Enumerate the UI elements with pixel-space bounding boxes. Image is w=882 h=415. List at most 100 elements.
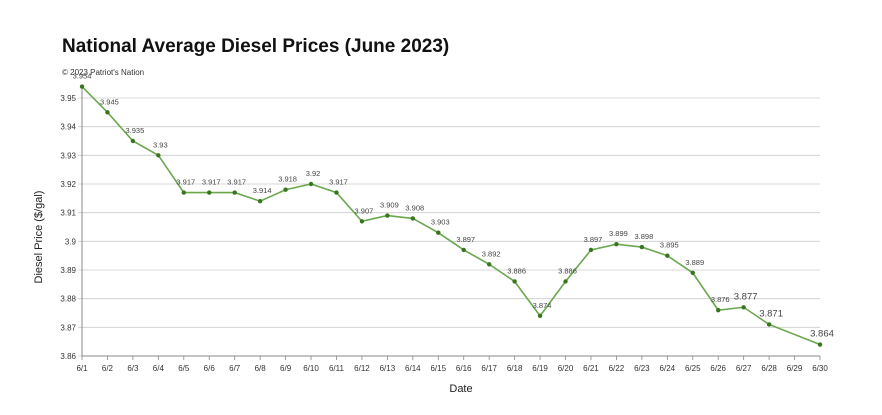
x-tick-label: 6/20: [558, 364, 574, 373]
x-tick-label: 6/27: [736, 364, 752, 373]
x-tick-label: 6/3: [127, 364, 139, 373]
x-tick-label: 6/5: [178, 364, 190, 373]
y-axis-title: Diesel Price ($/gal): [33, 191, 45, 284]
y-tick-label: 3.95: [60, 94, 76, 103]
data-label: 3.874: [533, 301, 552, 310]
gridlines: [78, 97, 820, 357]
x-tick-label: 6/15: [430, 364, 446, 373]
data-markers: [79, 84, 823, 347]
data-label: 3.886: [507, 266, 526, 275]
x-tick-label: 6/16: [456, 364, 472, 373]
data-label: 3.876: [711, 295, 730, 304]
x-tick-label: 6/8: [255, 364, 267, 373]
x-tick-label: 6/11: [329, 364, 345, 373]
x-tick-label: 6/1: [76, 364, 88, 373]
data-label: 3.897: [584, 235, 603, 244]
data-label: 3.917: [202, 178, 221, 187]
data-point: [690, 270, 695, 276]
x-tick-label: 6/6: [204, 364, 216, 373]
x-tick-label: 6/2: [102, 364, 114, 373]
data-point: [817, 342, 823, 347]
data-labels: 3.954 3.945 3.935 3.93 3.917 3.917 3.917 3.914 3…: [73, 72, 834, 340]
x-tick-label: 6/25: [685, 364, 701, 373]
data-label: 3.917: [329, 178, 348, 187]
data-point: [79, 84, 85, 89]
x-tick-label: 6/17: [481, 364, 497, 373]
y-tick-label: 3.91: [60, 209, 76, 218]
x-tick-label: 6/7: [229, 364, 241, 373]
data-label: 3.918: [278, 175, 297, 184]
data-point: [639, 244, 645, 250]
data-point: [436, 230, 441, 235]
y-tick-label: 3.87: [60, 323, 76, 332]
x-tick-label: 6/10: [303, 364, 319, 373]
data-label: 3.892: [482, 249, 501, 258]
data-point: [130, 138, 136, 144]
x-tick-label: 6/29: [787, 364, 803, 373]
x-tick-label: 6/26: [710, 364, 726, 373]
x-axis-title: Date: [449, 383, 472, 395]
x-tick-label: 6/4: [153, 364, 165, 373]
data-label: 3.889: [685, 258, 704, 267]
data-label: 3.907: [355, 206, 374, 215]
data-label: 3.898: [634, 232, 653, 241]
data-point: [359, 219, 365, 224]
data-point: [512, 279, 517, 284]
data-point: [181, 190, 186, 195]
series-polyline: [81, 85, 821, 346]
y-tick-label: 3.94: [60, 123, 76, 132]
y-tick-label: 3.89: [60, 266, 76, 275]
data-point: [486, 262, 492, 267]
y-tick-label: 3.86: [60, 352, 76, 361]
x-tick-label: 6/22: [609, 364, 625, 373]
data-label: 3.914: [253, 186, 272, 195]
data-point: [334, 190, 339, 195]
data-label: 3.909: [380, 201, 399, 210]
x-tick-label: 6/28: [761, 364, 777, 373]
data-point: [614, 242, 619, 247]
series-line: [81, 85, 821, 346]
chart-title: National Average Diesel Prices (June 202…: [62, 36, 450, 57]
data-label: 3.945: [100, 97, 119, 106]
data-label: 3.908: [405, 203, 424, 212]
data-point: [410, 216, 416, 221]
data-label: 3.93: [153, 140, 168, 149]
data-label: 3.903: [431, 218, 450, 227]
x-tick-label: 6/9: [280, 364, 292, 373]
data-label: 3.877: [734, 291, 758, 302]
data-point: [537, 313, 543, 319]
data-point: [207, 190, 212, 195]
y-tick-label: 3.92: [60, 180, 76, 189]
y-tick-label: 3.9: [65, 237, 77, 246]
data-label: 3.897: [456, 235, 475, 244]
y-tick-label: 3.93: [60, 151, 76, 160]
data-point: [766, 322, 772, 327]
data-label: 3.954: [73, 72, 92, 81]
data-label: 3.935: [126, 126, 145, 135]
data-label: 3.886: [558, 266, 577, 275]
axes: 3.86 3.87 3.88 3.89 3.9 3.91 3.92 3.93 3.94 3.95 6…: [60, 88, 828, 373]
x-tick-label: 6/30: [812, 364, 828, 373]
data-point: [665, 253, 670, 258]
x-tick-label: 6/19: [532, 364, 548, 373]
data-point: [308, 181, 314, 187]
data-point: [716, 307, 721, 313]
data-point: [105, 110, 110, 115]
x-tick-label: 6/21: [583, 364, 599, 373]
x-tick-label: 6/23: [634, 364, 650, 373]
x-tick-label: 6/24: [660, 364, 676, 373]
data-label: 3.864: [810, 329, 834, 340]
data-point: [385, 213, 390, 218]
y-tick-label: 3.88: [60, 295, 76, 304]
x-tick-label: 6/18: [507, 364, 523, 373]
data-point: [563, 279, 568, 284]
data-label: 3.92: [306, 169, 321, 178]
data-point: [741, 305, 746, 310]
data-label: 3.917: [176, 178, 195, 187]
x-tick-label: 6/13: [380, 364, 396, 373]
data-label: 3.895: [660, 241, 679, 250]
data-label: 3.899: [609, 229, 628, 238]
data-point: [461, 247, 466, 253]
data-point: [232, 190, 237, 195]
data-point: [156, 153, 161, 158]
